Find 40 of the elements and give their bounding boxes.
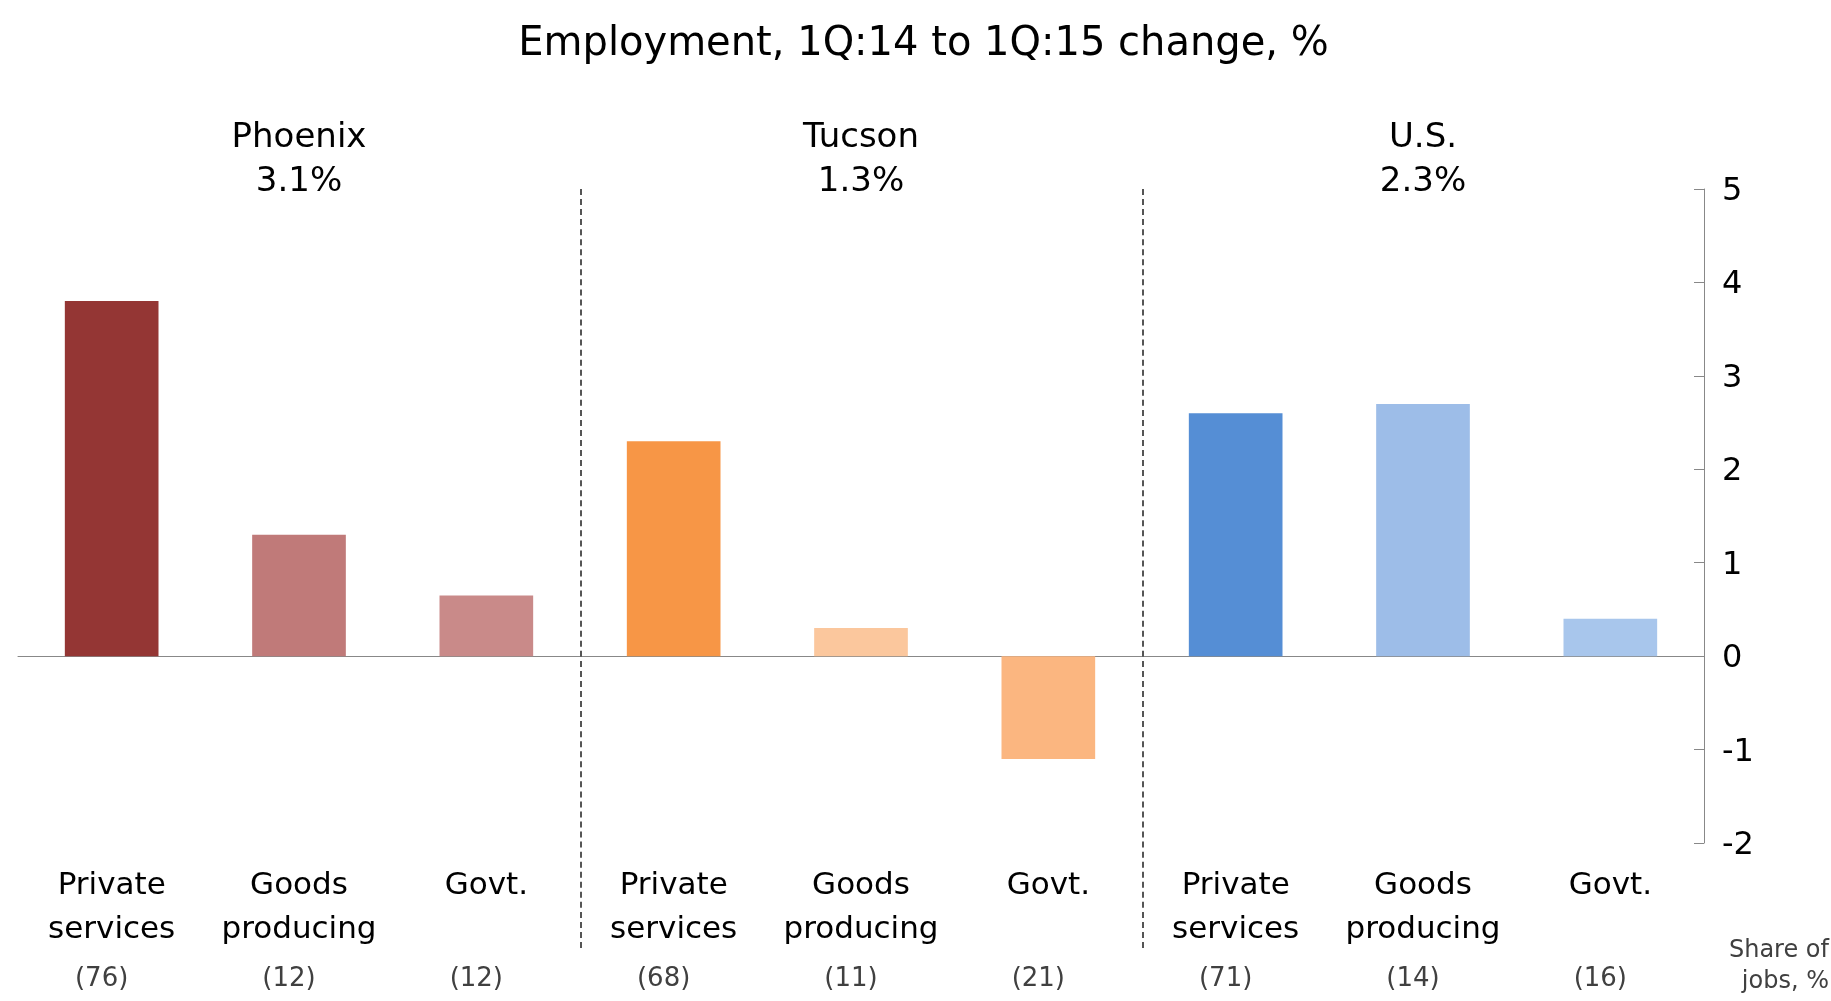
x-tick-label: Goods producing — [1345, 865, 1501, 945]
text: (12) — [449, 961, 504, 992]
x-tick-label: Govt. — [444, 865, 529, 901]
y-tick-label: 5 — [1722, 170, 1743, 208]
y-tick-label: 3 — [1722, 356, 1743, 395]
chart-title: Employment, 1Q:14 to 1Q:15 change, % — [518, 18, 1329, 64]
x-tick-label: Private services — [610, 865, 738, 945]
bar — [1001, 656, 1096, 759]
y-tick-label: -2 — [1722, 824, 1754, 862]
text: (14) — [1386, 961, 1440, 992]
bar — [252, 534, 346, 657]
text: (21) — [1011, 961, 1066, 992]
text: (76) — [74, 961, 129, 992]
bar — [1188, 413, 1283, 657]
y-tick-label: -1 — [1722, 730, 1754, 769]
text: (68) — [636, 961, 691, 992]
bar — [1563, 618, 1658, 657]
text: (11) — [824, 961, 878, 992]
annotation: U.S. 2.3% — [1379, 115, 1467, 200]
x-tick-label: Goods producing — [221, 865, 377, 945]
bar — [626, 441, 721, 657]
x-tick-label: Goods producing — [783, 865, 939, 945]
annotation: Phoenix 3.1% — [231, 115, 367, 200]
x-tick-label: Govt. — [1006, 865, 1091, 901]
x-tick-label: Govt. — [1568, 865, 1653, 901]
bar — [439, 595, 534, 657]
bar — [64, 301, 159, 657]
y-tick-label: 4 — [1722, 263, 1743, 302]
text: Share of jobs, % — [1728, 934, 1830, 994]
text: (12) — [262, 961, 316, 992]
text: (16) — [1573, 961, 1628, 992]
y-tick-label: 0 — [1722, 637, 1743, 676]
x-tick-label: Private services — [48, 865, 176, 945]
bar — [814, 628, 908, 657]
annotation: Tucson 1.3% — [802, 115, 919, 200]
y-tick-label: 2 — [1722, 450, 1743, 489]
bar — [1376, 403, 1470, 657]
x-tick-label: Private services — [1172, 865, 1300, 945]
y-tick-label: 1 — [1722, 543, 1743, 582]
text: (71) — [1198, 961, 1253, 992]
